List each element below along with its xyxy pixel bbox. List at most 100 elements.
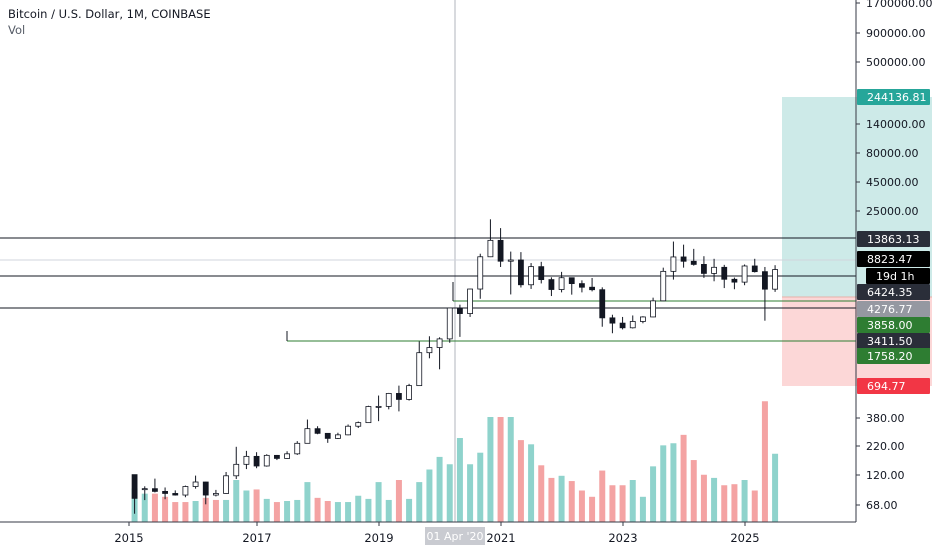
candle: [274, 454, 280, 461]
candle: [772, 265, 778, 292]
volume-bar: [589, 496, 596, 522]
candle-body: [497, 239, 504, 262]
price-label-text: 1758.20: [867, 350, 913, 363]
candle-body: [568, 277, 575, 285]
candlesticks: [131, 219, 778, 514]
volume-bars: [131, 401, 779, 522]
price-tick-label: 900000.00: [866, 27, 926, 40]
volume-bar: [772, 453, 779, 522]
candle: [711, 258, 717, 282]
volume-bar: [680, 434, 687, 522]
candle: [629, 315, 636, 329]
candle: [599, 287, 606, 327]
candle: [284, 451, 290, 459]
candle-body: [274, 454, 280, 459]
candle: [406, 383, 412, 401]
candle: [446, 307, 453, 343]
volume-bar: [273, 502, 280, 522]
price-label-box: [866, 268, 930, 284]
candle: [751, 258, 758, 273]
volume-bar: [253, 489, 260, 522]
candle-body: [426, 347, 433, 354]
volume-bar: [629, 480, 636, 522]
candle: [558, 271, 565, 293]
candle-body: [253, 455, 260, 467]
candle-body: [751, 265, 758, 273]
candle: [467, 288, 473, 317]
candle-body: [507, 259, 514, 262]
volume-bar: [731, 484, 738, 522]
candle-body: [284, 453, 290, 459]
candle: [192, 475, 199, 489]
candle-body: [406, 385, 412, 400]
volume-bar: [192, 501, 199, 522]
candle-body: [192, 481, 199, 487]
price-tick-label: 68.00: [866, 499, 898, 512]
price-label-text: 694.77: [867, 380, 906, 393]
volume-bar: [467, 464, 474, 522]
candle-body: [680, 256, 687, 262]
price-label-text: 244136.81: [867, 91, 927, 104]
candle-body: [701, 264, 707, 274]
candle: [528, 263, 534, 289]
crosshair-date-box: [425, 527, 485, 545]
candle-body: [141, 488, 148, 491]
candle-body: [416, 352, 423, 387]
candle: [213, 489, 219, 497]
price-label-box: [857, 251, 930, 267]
candle-body: [477, 256, 484, 290]
candle-body: [650, 300, 656, 318]
price-label-box: [857, 231, 930, 247]
candle-body: [741, 265, 748, 283]
volume-bar: [578, 490, 585, 522]
candle: [324, 432, 331, 443]
candle: [548, 277, 555, 297]
volume-bar: [711, 477, 718, 522]
candle: [263, 454, 270, 467]
candle: [233, 446, 240, 480]
candle-body: [640, 316, 646, 322]
volume-bar: [528, 444, 535, 522]
candle-body: [487, 239, 494, 258]
candle: [355, 421, 362, 429]
volume-bar: [639, 496, 646, 522]
price-tick-label: 120.00: [866, 469, 905, 482]
candle-body: [558, 277, 565, 290]
candle-body: [131, 474, 138, 499]
candle-body: [731, 278, 738, 283]
candle: [396, 385, 402, 412]
volume-label: Vol: [8, 23, 26, 37]
chart-title: Bitcoin / U.S. Dollar, 1M, COINBASE: [8, 7, 211, 21]
volume-bar: [324, 501, 331, 522]
volume-bar: [558, 475, 565, 522]
volume-bar: [304, 482, 311, 522]
candle: [152, 478, 158, 493]
volume-bar: [700, 474, 707, 522]
candle: [162, 487, 168, 500]
price-label-text: 19d 1h: [876, 270, 914, 283]
candle-body: [762, 271, 768, 290]
volume-bar: [761, 401, 768, 522]
candle: [640, 316, 646, 324]
price-label-pointer: [866, 271, 872, 281]
candle: [579, 280, 585, 293]
candle-body: [629, 321, 636, 329]
candle: [375, 395, 382, 422]
candle: [538, 261, 545, 284]
candle: [701, 256, 707, 278]
price-label: 6424.35: [857, 284, 930, 300]
volume-bar: [385, 499, 392, 522]
candle-body: [396, 393, 402, 400]
time-tick-label: 2021: [486, 531, 515, 545]
price-tick-label: 500000.00: [866, 56, 926, 69]
price-label-box: [857, 317, 930, 333]
price-label-box: [857, 301, 930, 317]
candle-body: [772, 269, 778, 290]
candle-body: [324, 432, 331, 439]
volume-bar: [334, 502, 341, 522]
volume-bar: [294, 499, 301, 522]
volume-bar: [751, 490, 758, 522]
candle: [182, 485, 189, 498]
candle: [416, 341, 423, 387]
